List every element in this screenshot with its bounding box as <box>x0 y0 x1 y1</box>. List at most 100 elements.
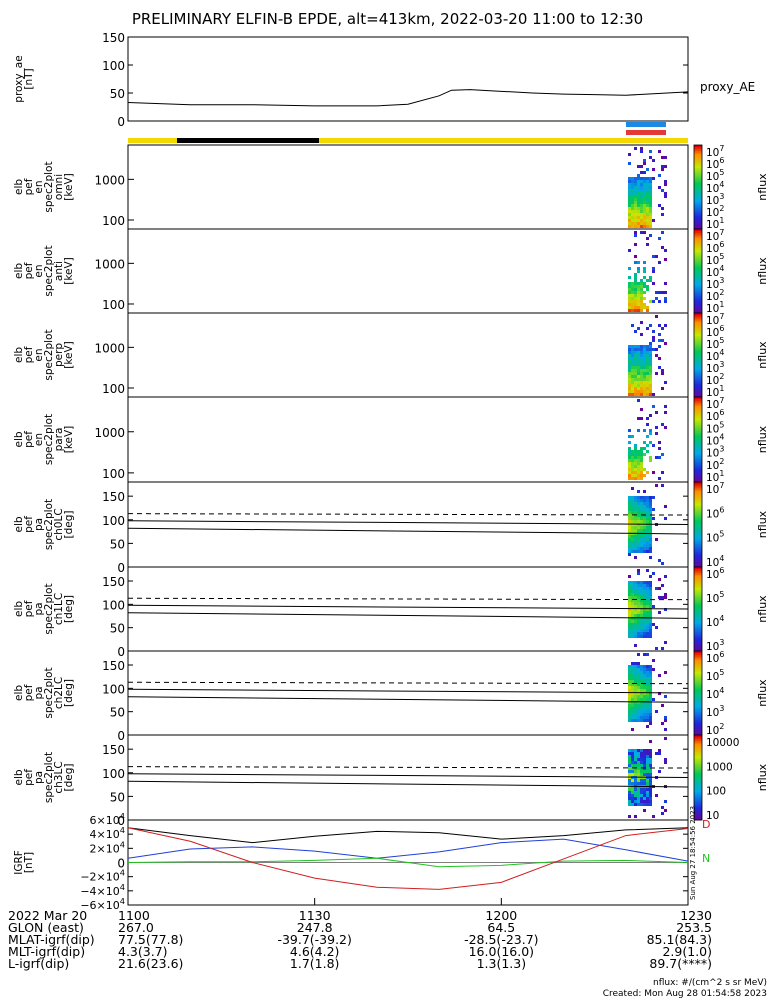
svg-text:spec2plot: spec2plot <box>43 499 55 550</box>
colorbar-tick: 103 <box>706 192 724 207</box>
created-note: Created: Mon Aug 28 01:54:58 2023 <box>602 989 767 999</box>
y-tick-label: 1000 <box>94 257 125 271</box>
footer-row-label: MLT-igrf(dip) <box>8 944 85 959</box>
y-tick-label: 0 <box>117 115 125 129</box>
colorbar-tick: 104 <box>706 348 724 363</box>
loss-cone-dashed <box>127 681 689 685</box>
svg-text:en: en <box>33 433 45 446</box>
y-tick-label: 150 <box>102 31 125 45</box>
igrf-line-black <box>127 827 689 844</box>
y-tick-label: 100 <box>102 298 125 312</box>
svg-text:elb: elb <box>13 769 25 785</box>
svg-text:[deg]: [deg] <box>63 764 75 792</box>
svg-text:elb: elb <box>13 347 25 363</box>
igrf-line-blue <box>127 838 689 862</box>
y-tick-label: 50 <box>110 87 125 101</box>
y-tick-label: 1000 <box>94 341 125 355</box>
colorbar-tick: 105 <box>706 590 724 605</box>
y-tick-label: 1000 <box>94 426 125 440</box>
panel-frame <box>127 650 689 736</box>
ref-line <box>127 520 689 525</box>
y-tick-label: 100 <box>102 382 125 396</box>
y-tick-label: 1000 <box>94 173 125 187</box>
colorbar-tick: 106 <box>706 566 724 581</box>
y-tick-label: 0 <box>117 561 125 575</box>
svg-text:pa: pa <box>33 771 45 784</box>
svg-text:spec2plot: spec2plot <box>43 752 55 803</box>
svg-text:perp: perp <box>53 343 65 367</box>
colorbar-label: nflux <box>756 595 769 623</box>
colorbar-label: nflux <box>756 173 769 201</box>
n-marker: N <box>702 852 710 865</box>
panel-frame <box>127 481 689 568</box>
colorbar-tick: 102 <box>706 372 724 387</box>
colorbar-tick: 103 <box>706 704 724 719</box>
ref-line <box>127 604 689 610</box>
footer-row-value: 1230 <box>680 908 712 923</box>
y-tick-label: 50 <box>110 790 125 804</box>
colorbar-tick: 107 <box>706 481 724 496</box>
y-tick-label: 2×104 <box>90 839 125 855</box>
colorbar-tick: 107 <box>706 144 724 159</box>
svg-text:pa: pa <box>33 602 45 615</box>
colorbar-tick: 105 <box>706 168 724 183</box>
y-tick-label: 0 <box>117 645 125 659</box>
ref-line <box>127 780 689 788</box>
colorbar-tick: 104 <box>706 614 724 629</box>
panel-frame <box>127 396 689 483</box>
y-axis-label: IGRF[nT] <box>13 850 35 875</box>
svg-text:spec2plot: spec2plot <box>43 667 55 718</box>
svg-text:pef: pef <box>23 684 35 701</box>
colorbar-tick: 105 <box>706 420 724 435</box>
colorbar-tick: 101 <box>706 384 724 399</box>
y-tick-label: 150 <box>102 659 125 673</box>
ref-line <box>127 773 689 778</box>
colorbar-label: nflux <box>756 763 769 791</box>
footer-row-value: 1100 <box>118 908 150 923</box>
footer-row-value: 77.5(77.8) <box>118 932 183 947</box>
colorbar-tick: 104 <box>706 180 724 195</box>
svg-text:para: para <box>53 428 65 452</box>
svg-text:[deg]: [deg] <box>63 511 75 539</box>
colorbar-label: nflux <box>756 257 769 285</box>
y-tick-label: 0 <box>117 814 125 828</box>
units-note: nflux: #/(cm^2 s sr MeV) <box>653 978 767 988</box>
footer-row-value: 1200 <box>485 908 517 923</box>
footer-row-value: 21.6(23.6) <box>118 956 183 971</box>
svg-text:anti: anti <box>53 261 65 281</box>
loss-cone-dashed <box>127 597 689 601</box>
y-tick-label: 100 <box>102 214 125 228</box>
colorbar-tick: 102 <box>706 288 724 303</box>
y-tick-label: 50 <box>110 622 125 636</box>
svg-text:elb: elb <box>13 431 25 447</box>
y-axis-label: proxy_ae[nT] <box>13 55 35 102</box>
svg-text:spec2plot: spec2plot <box>43 414 55 465</box>
svg-text:pa: pa <box>33 518 45 531</box>
panel-frame <box>127 566 689 652</box>
colorbar-tick: 102 <box>706 722 724 737</box>
svg-text:[keV]: [keV] <box>63 341 75 369</box>
y-tick-label: −4×104 <box>80 882 125 898</box>
svg-text:elb: elb <box>13 179 25 195</box>
svg-text:pef: pef <box>23 769 35 786</box>
svg-text:[keV]: [keV] <box>63 173 75 201</box>
timestamp-stamp: Sun Aug 27 18:54:56 2023 <box>689 806 697 900</box>
footer-row-value: 1130 <box>299 908 331 923</box>
y-tick-label: 100 <box>102 467 125 481</box>
svg-text:[nT]: [nT] <box>23 68 35 89</box>
svg-text:elb: elb <box>13 263 25 279</box>
panel-frame <box>127 144 689 230</box>
svg-text:spec2plot: spec2plot <box>43 329 55 380</box>
y-tick-label: 50 <box>110 537 125 551</box>
svg-text:[deg]: [deg] <box>63 595 75 623</box>
ref-line <box>127 527 689 535</box>
y-tick-label: 150 <box>102 743 125 757</box>
